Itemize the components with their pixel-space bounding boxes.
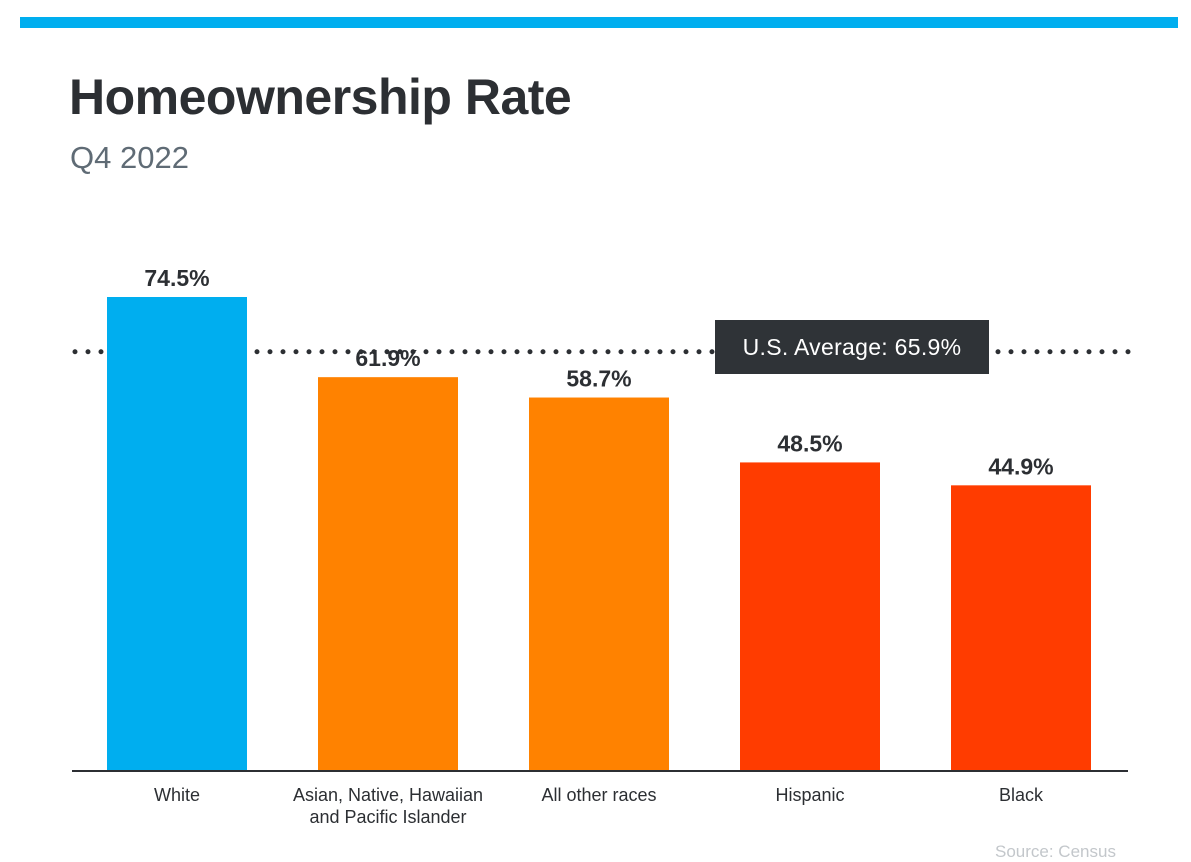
category-label-line: and Pacific Islander — [309, 807, 466, 827]
value-label-2: 58.7% — [566, 366, 631, 392]
category-label-4: Black — [999, 785, 1044, 805]
bar-2 — [529, 397, 669, 771]
category-label-3: Hispanic — [775, 785, 844, 805]
source-note: Source: Census — [995, 842, 1116, 861]
category-label-line: Black — [999, 785, 1044, 805]
category-label-2: All other races — [541, 785, 656, 805]
bar-3 — [740, 462, 880, 771]
category-label-0: White — [154, 785, 200, 805]
category-label-line: Asian, Native, Hawaiian — [293, 785, 483, 805]
category-label-1: Asian, Native, Hawaiian and Pacific Islan… — [293, 785, 483, 827]
chart-title: Homeownership Rate — [69, 69, 572, 125]
category-label-line: All other races — [541, 785, 656, 805]
value-label-1: 61.9% — [355, 345, 420, 371]
us-average-label: U.S. Average: 65.9% — [715, 320, 989, 374]
value-label-4: 44.9% — [988, 453, 1053, 479]
category-label-line: Hispanic — [775, 785, 844, 805]
value-label-3: 48.5% — [777, 430, 842, 456]
top-accent-bar — [20, 17, 1178, 28]
category-label-line: White — [154, 785, 200, 805]
value-label-0: 74.5% — [144, 265, 209, 291]
bar-1 — [318, 377, 458, 771]
chart-subtitle: Q4 2022 — [70, 140, 189, 175]
bar-4 — [951, 485, 1091, 771]
bar-0 — [107, 297, 247, 771]
